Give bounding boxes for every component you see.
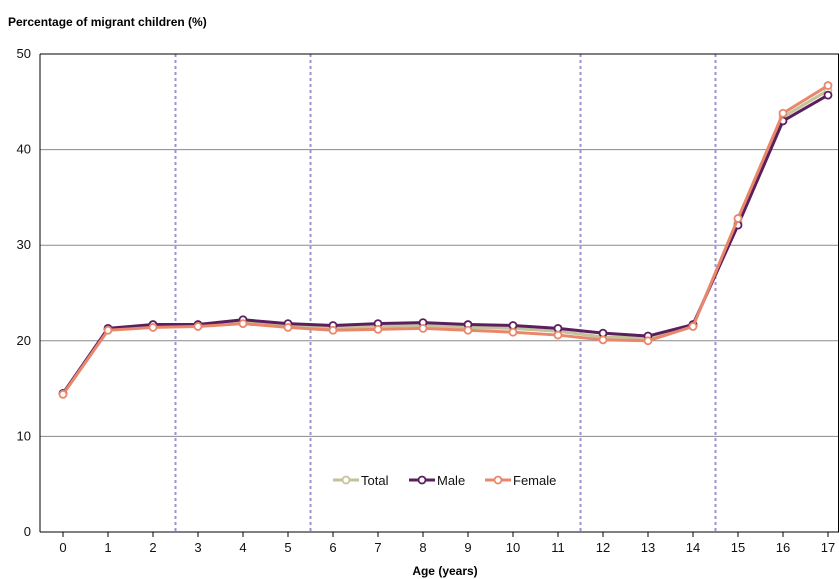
point-female-6 — [328, 325, 338, 335]
point-female-7 — [373, 324, 383, 334]
x-tick-label-15: 15 — [731, 540, 745, 555]
x-tick-label-9: 9 — [464, 540, 471, 555]
legend-item-male: Male — [409, 473, 465, 488]
legend: Total Male Female — [333, 473, 556, 488]
x-tick-label-16: 16 — [776, 540, 790, 555]
x-tick-label-0: 0 — [59, 540, 66, 555]
legend-label-female: Female — [513, 473, 556, 488]
point-female-16 — [778, 108, 788, 118]
x-tick-label-7: 7 — [374, 540, 381, 555]
point-female-4 — [238, 319, 248, 328]
point-female-13 — [643, 336, 653, 346]
x-tick-label-4: 4 — [239, 540, 246, 555]
legend-item-total: Total — [333, 473, 389, 488]
point-female-0 — [58, 389, 68, 399]
legend-marker-total — [341, 475, 351, 485]
series-male — [58, 90, 833, 398]
y-tick-label-50: 50 — [17, 46, 31, 61]
legend-marker-female — [493, 475, 503, 485]
series-female — [58, 81, 833, 399]
line-female — [61, 84, 829, 396]
x-tick-label-5: 5 — [284, 540, 291, 555]
x-tick-label-13: 13 — [641, 540, 655, 555]
y-tick-label-20: 20 — [17, 333, 31, 348]
y-tick-label-40: 40 — [17, 142, 31, 157]
line-total — [61, 89, 829, 395]
x-tick-label-11: 11 — [551, 540, 565, 555]
x-tick-label-10: 10 — [506, 540, 520, 555]
line-male — [61, 93, 829, 395]
point-female-17 — [823, 81, 833, 90]
point-female-15 — [733, 214, 743, 223]
point-female-14 — [688, 322, 698, 331]
gridlines — [40, 53, 839, 437]
x-tick-label-3: 3 — [194, 540, 201, 555]
x-tick-label-6: 6 — [329, 540, 336, 555]
point-female-9 — [463, 325, 473, 335]
legend-label-total: Total — [361, 473, 389, 488]
x-tick-label-1: 1 — [104, 540, 111, 555]
y-axis-title: Percentage of migrant children (%) — [8, 15, 207, 29]
point-female-8 — [418, 323, 428, 333]
point-female-1 — [103, 325, 113, 335]
point-female-2 — [148, 323, 158, 332]
y-tick-label-10: 10 — [17, 428, 31, 443]
legend-label-male: Male — [437, 473, 465, 488]
x-tick-label-2: 2 — [149, 540, 156, 555]
y-tick-label-30: 30 — [17, 237, 31, 252]
legend-item-female: Female — [485, 473, 556, 488]
axes — [39, 53, 839, 537]
x-tick-label-14: 14 — [686, 540, 700, 555]
point-female-5 — [283, 323, 293, 332]
x-tick-label-12: 12 — [596, 540, 610, 555]
series-lines — [58, 81, 833, 399]
y-tick-label-0: 0 — [24, 524, 31, 539]
legend-marker-male — [417, 475, 427, 485]
y-tick-labels: 0 10 20 30 40 50 — [17, 46, 31, 539]
x-tick-label-17: 17 — [821, 540, 835, 555]
x-tick-label-8: 8 — [419, 540, 426, 555]
x-tick-labels: 0 1 2 3 4 5 6 7 8 9 10 11 12 13 14 15 16 17 — [59, 540, 835, 555]
point-male-17 — [823, 90, 833, 100]
x-axis-title: Age (years) — [412, 564, 477, 578]
point-female-11 — [553, 330, 563, 340]
point-female-10 — [508, 327, 518, 337]
point-female-3 — [193, 322, 203, 331]
vertical-dividers — [174, 54, 717, 532]
point-female-12 — [598, 335, 608, 345]
